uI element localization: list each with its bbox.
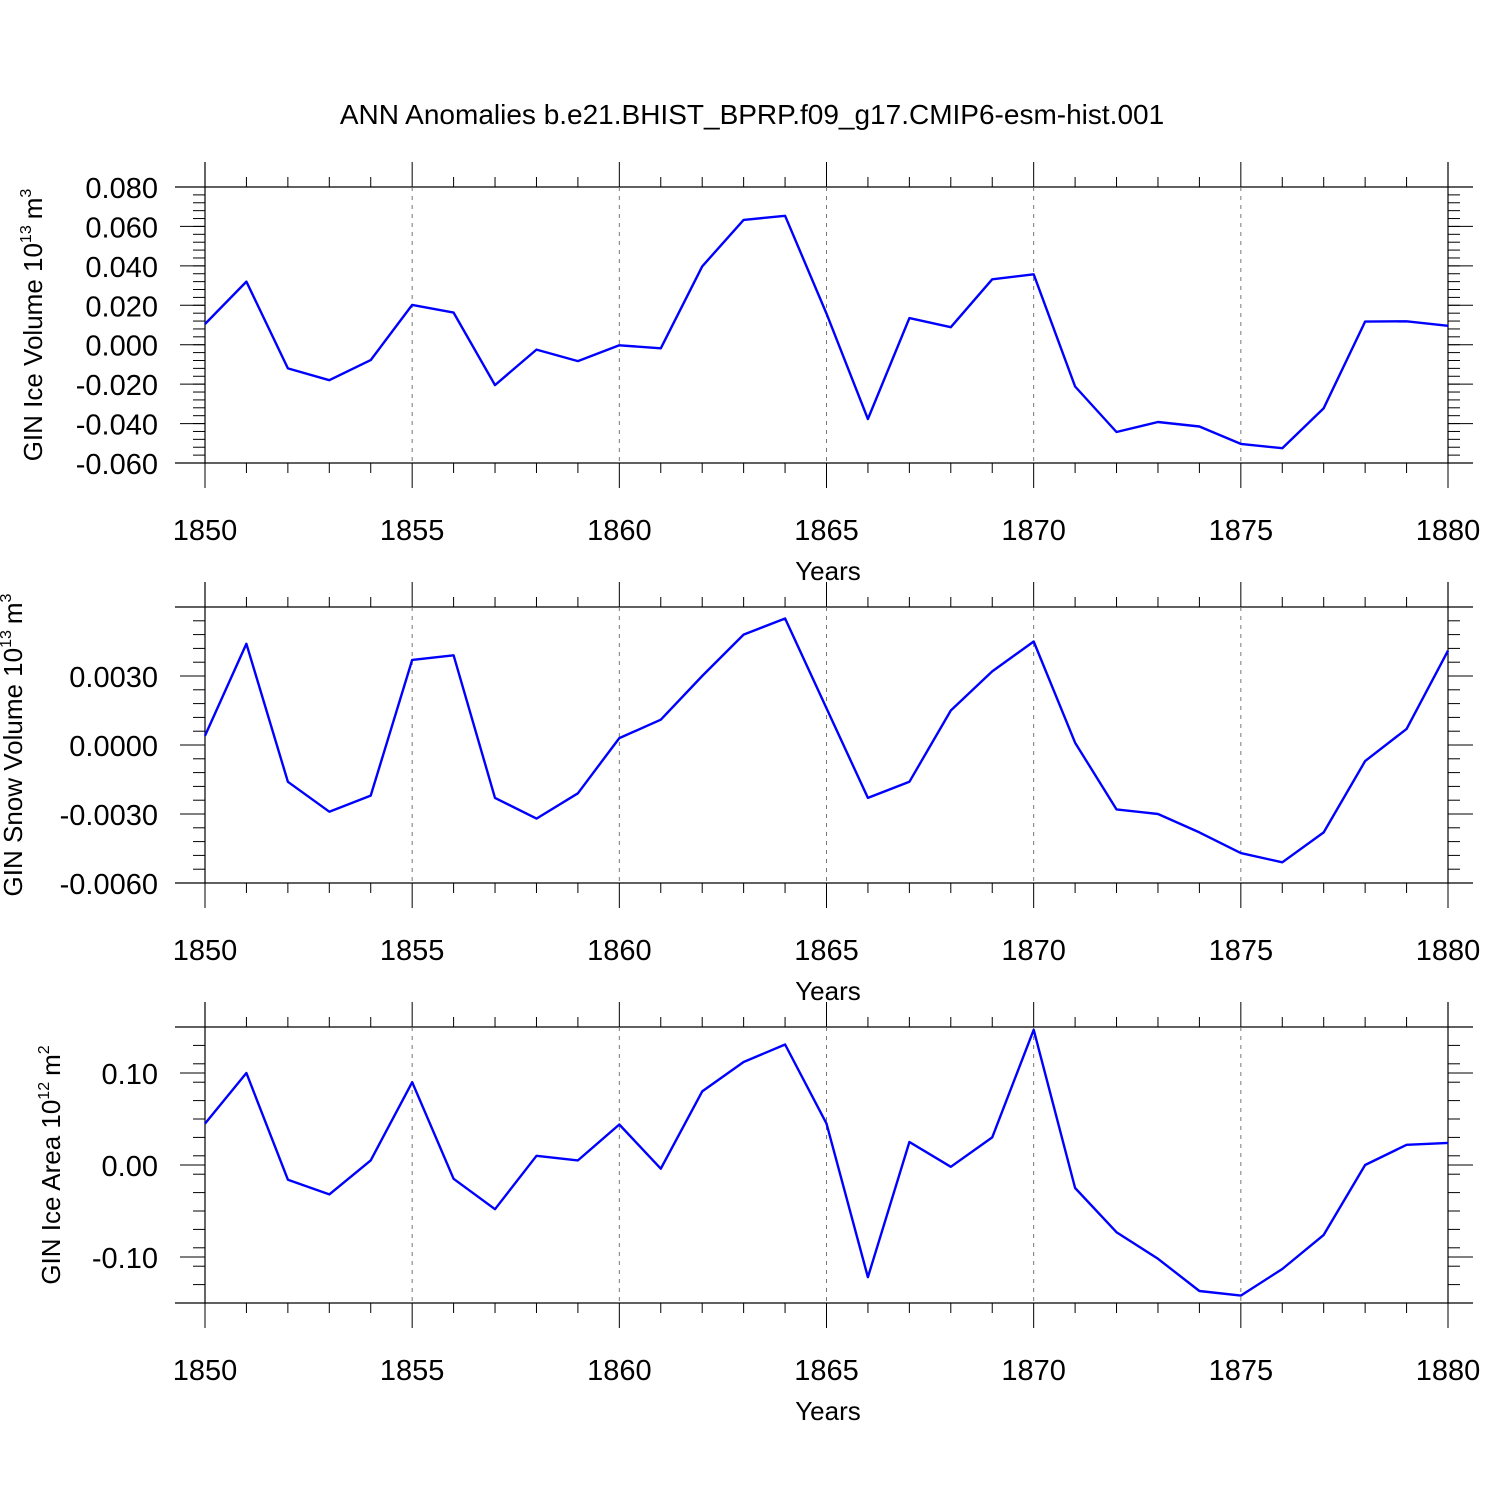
xlabel-ice-area: Years [795,1396,861,1426]
snow-volume-y-tick-label: 0.0030 [69,662,158,694]
ice-volume-x-tick-label: 1875 [1209,515,1274,547]
ice-area-y-tick-label: 0.00 [102,1151,158,1183]
xlabel-ice-volume: Years [795,556,861,586]
snow-volume-x-tick-label: 1880 [1416,935,1481,967]
snow-volume-y-tick-label: -0.0060 [60,869,158,901]
snow-volume-y-tick-label: -0.0030 [60,800,158,832]
ylabel-snow-volume-exponent: 13 [0,630,15,648]
ice-area-x-tick-label: 1855 [380,1355,445,1387]
ylabel-ice-volume-unit-exponent: 3 [18,189,35,198]
ice-area-x-tick-label: 1870 [1001,1355,1066,1387]
ice-area-x-tick-label: 1865 [794,1355,859,1387]
snow-volume-x-tick-label: 1860 [587,935,652,967]
ice-volume-y-tick-label: 0.080 [85,173,158,205]
ylabel-ice-volume: GIN Ice Volume 1013 m3 [18,189,48,462]
ice-area-x-tick-label: 1850 [173,1355,238,1387]
snow-volume-x-tick-label: 1865 [794,935,859,967]
ice-area-series-line [204,1028,1449,1297]
chart-title: ANN Anomalies b.e21.BHIST_BPRP.f09_g17.C… [340,99,1164,130]
ice-volume-x-tick-label: 1880 [1416,515,1481,547]
ylabel-ice-volume-exponent: 13 [18,225,35,243]
ice-volume-series-line [204,214,1449,450]
ice-volume-x-tick-label: 1850 [173,515,238,547]
ice-volume-y-tick-label: 0.040 [85,252,158,284]
snow-volume-x-tick-label: 1855 [380,935,445,967]
ice-volume-y-tick-label: 0.020 [85,291,158,323]
ice-area-x-tick-label: 1860 [587,1355,652,1387]
ylabel-snow-volume-unit-exponent: 3 [0,593,15,602]
ylabel-snow-volume: GIN Snow Volume 1013 m3 [0,593,28,896]
snow-volume-x-tick-label: 1850 [173,935,238,967]
ylabel-ice-area-text: GIN Ice Area 10 [36,1100,66,1285]
ylabel-ice-volume-unit: m [18,198,48,220]
snow-volume-x-tick-label: 1870 [1001,935,1066,967]
ice-volume-x-tick-label: 1855 [380,515,445,547]
panel-ice-volume: 1850 1855 1860 1865 1870 1875 1880 -0.060 -0.040… [18,162,1480,586]
ylabel-ice-area-exponent: 12 [36,1082,53,1100]
ice-area-x-tick-label: 1875 [1209,1355,1274,1387]
ice-volume-x-tick-label: 1865 [794,515,859,547]
plot-frame-ice-area: 1850 1855 1860 1865 1870 1875 1880 -0.10 0.00 0.1… [92,1002,1480,1387]
plot-frame-snow-volume: 1850 1855 1860 1865 1870 1875 1880 -0.0060 -0.00… [60,582,1481,967]
panel-ice-area: 1850 1855 1860 1865 1870 1875 1880 -0.10 0.00 0.1… [36,1002,1480,1426]
ice-volume-y-tick-label: -0.060 [76,449,158,481]
plot-frame-ice-volume: 1850 1855 1860 1865 1870 1875 1880 -0.060 -0.040… [76,162,1480,547]
ice-volume-x-tick-label: 1860 [587,515,652,547]
ice-area-y-tick-label: 0.10 [102,1059,158,1091]
ice-volume-y-tick-label: 0.000 [85,331,158,363]
ylabel-snow-volume-text: GIN Snow Volume 10 [0,648,28,897]
ylabel-ice-area-unit: m [36,1054,66,1076]
snow-volume-series-line [203,617,1450,864]
panel-snow-volume: 1850 1855 1860 1865 1870 1875 1880 -0.0060 -0.00… [0,582,1480,1006]
ice-volume-y-tick-label: -0.020 [76,370,158,402]
ice-volume-y-tick-label: 0.060 [85,212,158,244]
xlabel-snow-volume: Years [795,976,861,1006]
ice-volume-x-tick-label: 1870 [1001,515,1066,547]
ylabel-snow-volume-unit: m [0,602,28,624]
ice-area-y-tick-label: -0.10 [92,1243,158,1275]
ylabel-ice-area-unit-exponent: 2 [36,1045,53,1054]
ylabel-ice-area: GIN Ice Area 1012 m2 [36,1045,66,1284]
ice-area-x-tick-label: 1880 [1416,1355,1481,1387]
snow-volume-x-tick-label: 1875 [1209,935,1274,967]
ylabel-ice-volume-text: GIN Ice Volume 10 [18,243,48,461]
ice-volume-y-tick-label: -0.040 [76,410,158,442]
snow-volume-y-tick-label: 0.0000 [69,731,158,763]
